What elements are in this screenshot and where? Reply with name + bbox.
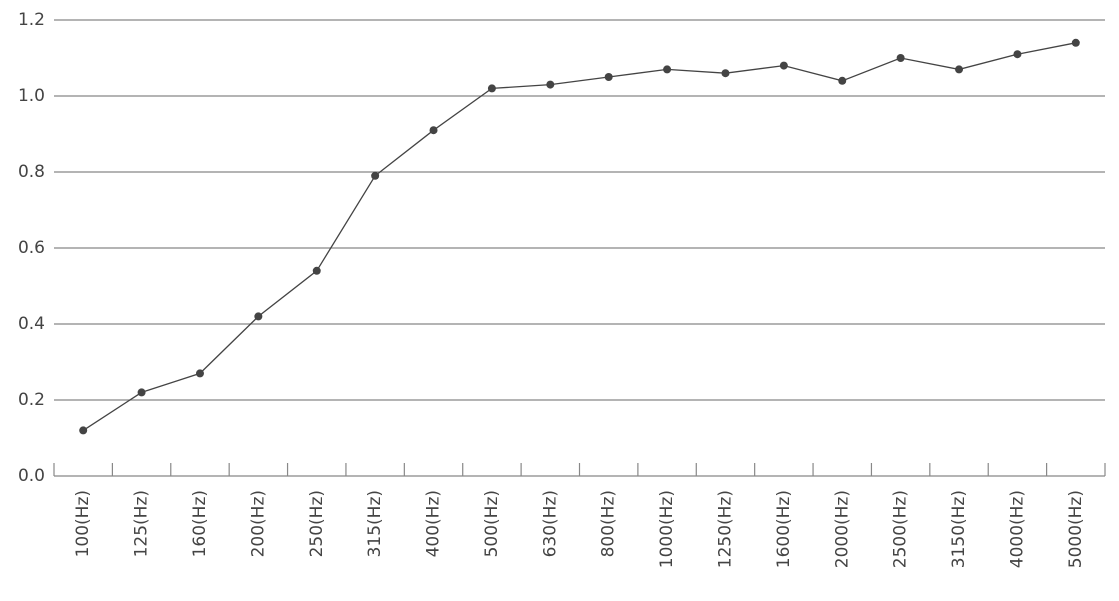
point [371,171,380,180]
x-tick-label: 1000(Hz) [657,490,677,568]
y-tick-label: 1.2 [18,10,45,30]
x-tick-label: 315(Hz) [365,490,385,557]
x-tick-label: 3150(Hz) [949,490,969,568]
point [546,80,555,89]
point [604,73,613,81]
point [721,69,730,78]
point [779,61,788,70]
x-tick-label: 125(Hz) [132,490,152,557]
x-tick-label: 160(Hz) [190,490,210,557]
point [896,54,905,62]
y-tick-label: 0.8 [18,162,45,182]
point [663,65,672,74]
point [1013,50,1022,59]
line [82,42,1076,431]
x-tick-label: 1250(Hz) [715,490,735,568]
point [487,84,496,93]
x-tick-label: 4000(Hz) [1007,490,1027,568]
x-tick-label: 500(Hz) [482,490,502,557]
x-tick-label: 5000(Hz) [1066,490,1086,568]
y-tick-label: 0.2 [18,390,45,410]
point [195,369,204,378]
y-tick-label: 0.0 [18,466,45,486]
x-tick-label: 2000(Hz) [832,490,852,568]
y-tick-label: 1.0 [18,86,45,106]
x-tick-label: 100(Hz) [73,490,93,557]
y-tick-label: 0.4 [18,314,45,334]
x-tick-label: 800(Hz) [599,490,619,557]
point [429,126,438,135]
point [254,312,263,321]
point [312,266,321,275]
point [79,426,88,435]
point [838,76,847,85]
x-tick-label: 200(Hz) [248,490,268,557]
x-tick-label: 250(Hz) [307,490,327,557]
x-tick-label: 400(Hz) [424,490,444,557]
y-tick-label: 0.6 [18,238,45,258]
x-tick-label: 2500(Hz) [891,490,911,568]
x-tick-label: 630(Hz) [540,490,560,557]
point [137,388,146,397]
point [955,65,964,74]
x-tick-label: 1600(Hz) [774,490,794,568]
point [1071,38,1080,47]
